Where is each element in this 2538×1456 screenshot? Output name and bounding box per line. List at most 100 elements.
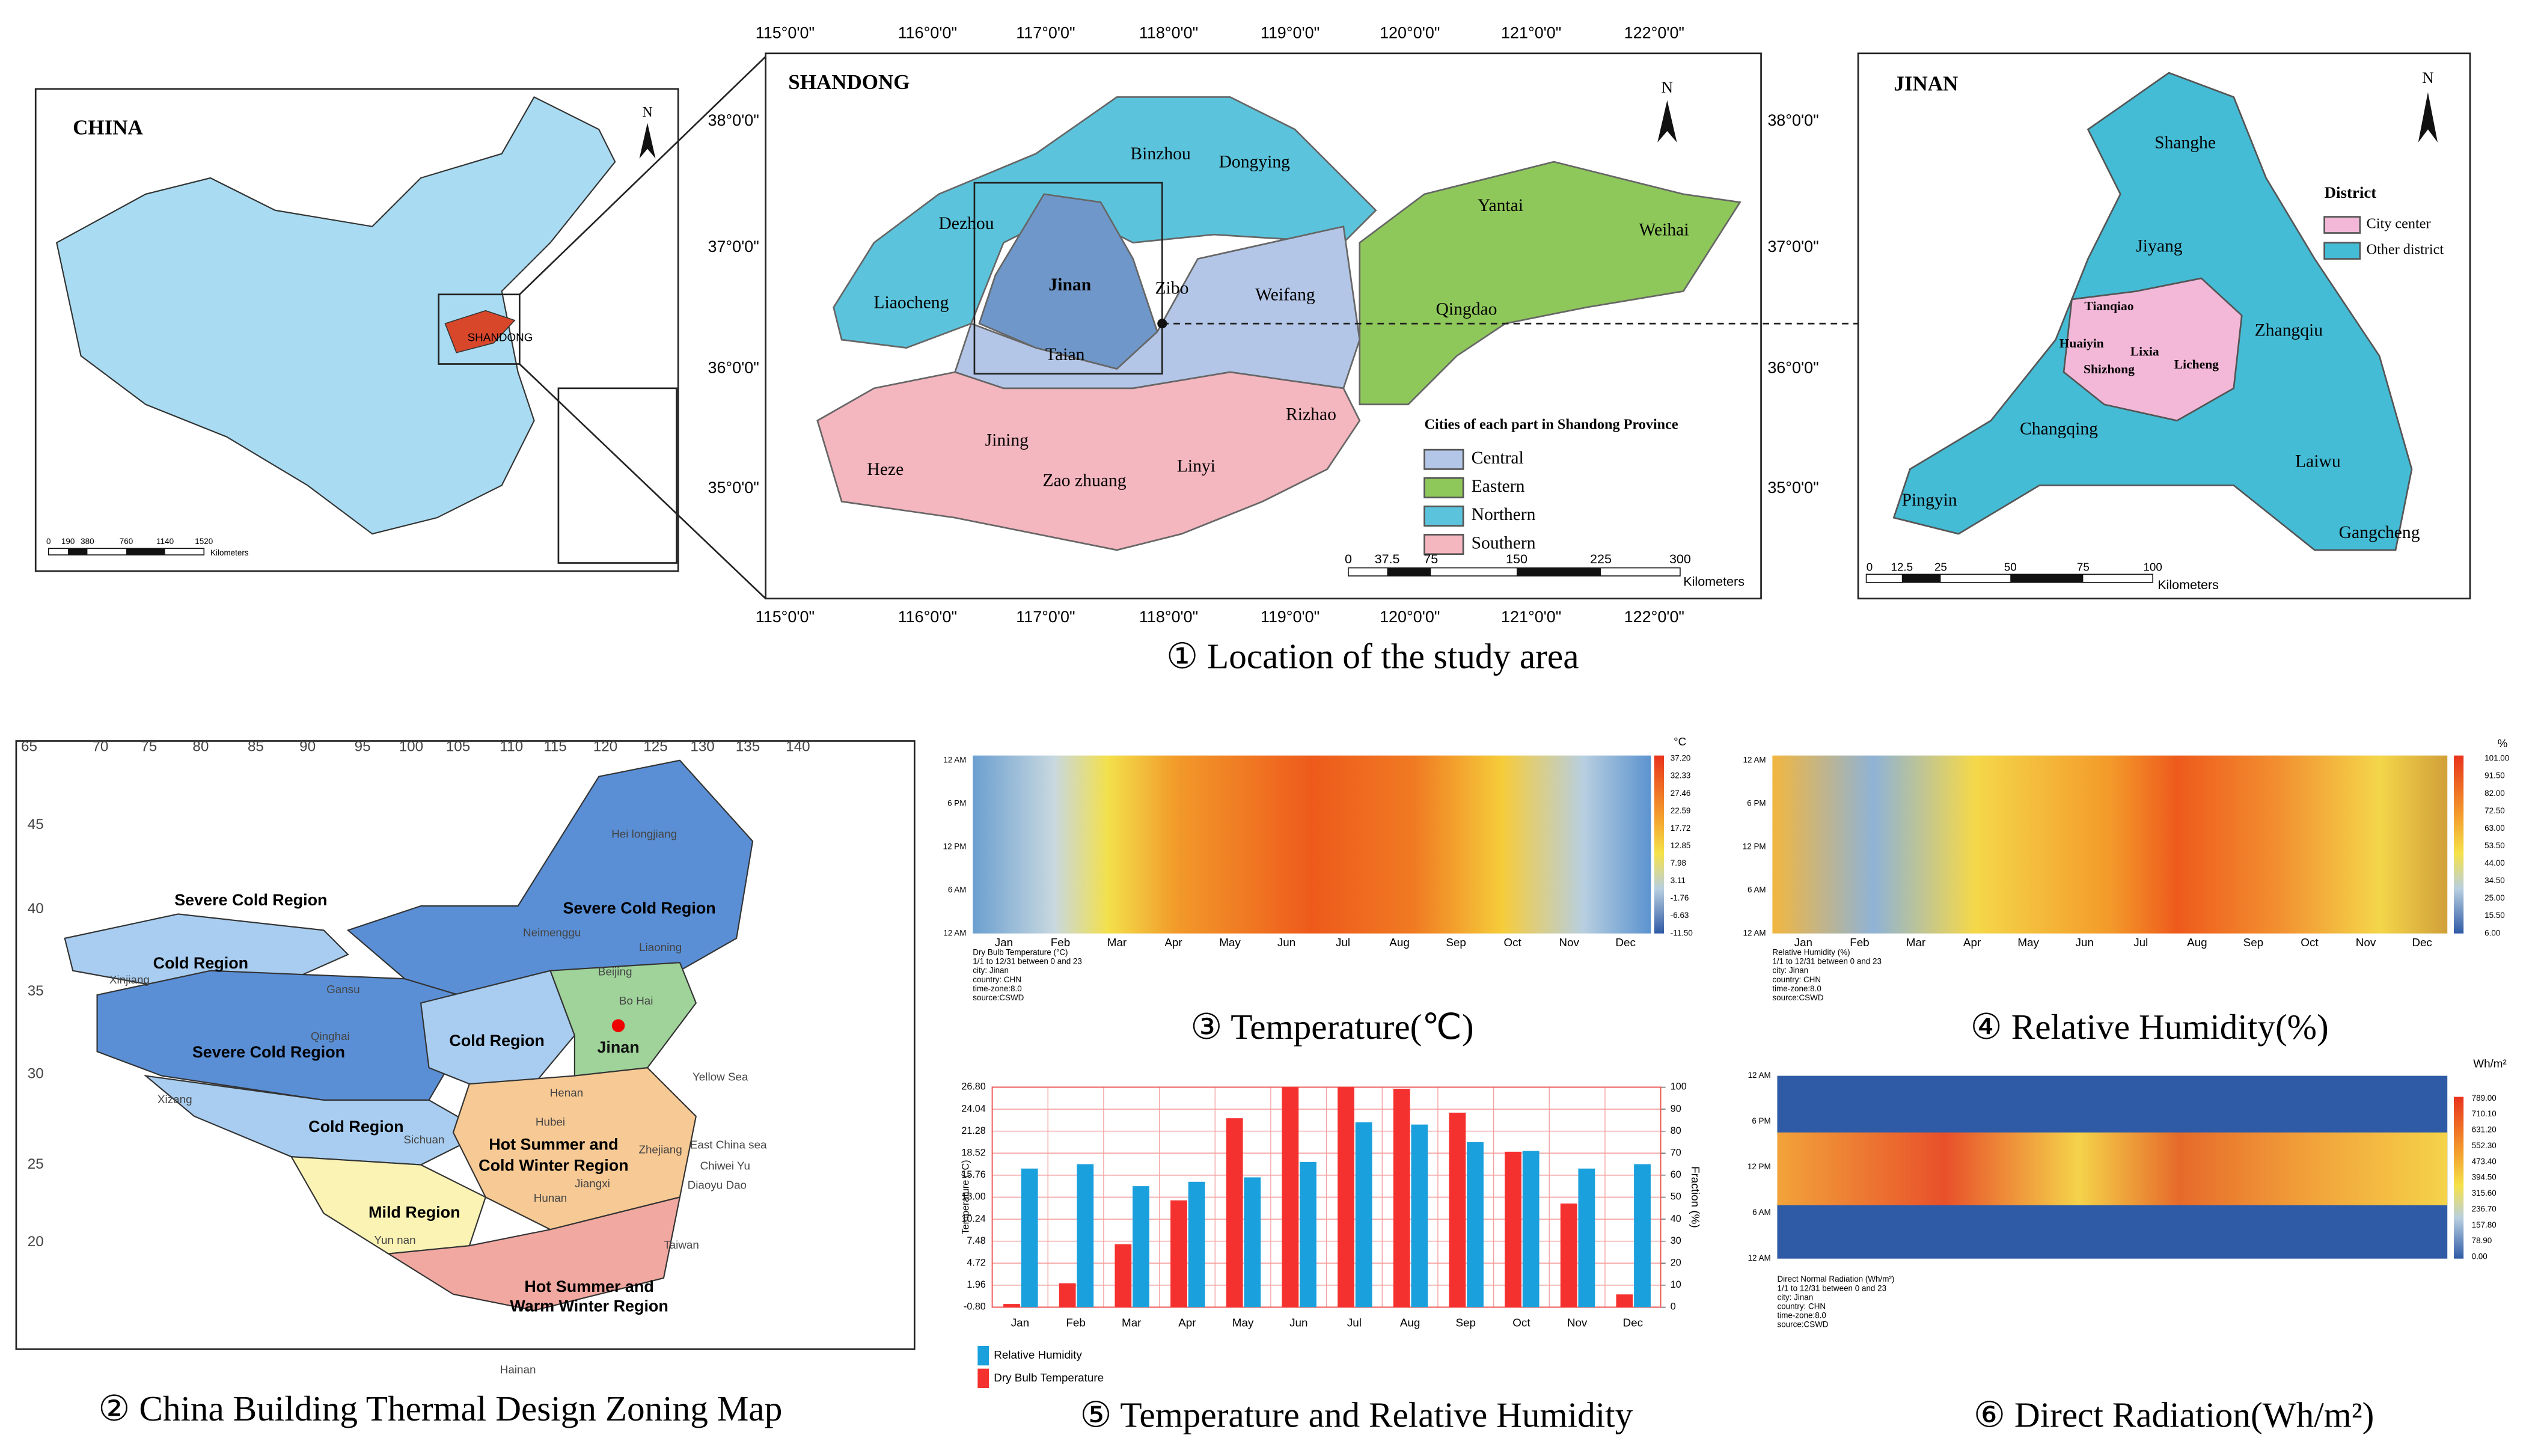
x-tick-label: Jul — [1336, 936, 1350, 949]
lat-label: 25 — [28, 1156, 44, 1172]
leader — [519, 56, 766, 295]
radiation-band — [1777, 1132, 2448, 1205]
note: country: CHN — [973, 975, 1021, 984]
colorbar-tick: 789.00 — [2472, 1094, 2497, 1103]
y-tick-label: 12 AM — [943, 928, 966, 937]
scale-tick: 25 — [1934, 561, 1947, 574]
y-tick-label: 4.72 — [967, 1257, 985, 1268]
note: city: Jinan — [1772, 966, 1808, 975]
shandong-shape — [444, 310, 516, 353]
lat-label: 35 — [28, 983, 44, 999]
legend-label: Southern — [1472, 533, 1536, 552]
lon-label: 130 — [690, 739, 714, 755]
colorbar-tick: 15.50 — [2484, 911, 2505, 920]
colorbar-unit: Wh/m² — [2473, 1057, 2506, 1070]
lon-label: 105 — [446, 739, 470, 755]
bar — [1170, 1200, 1187, 1308]
scale-tick: 37.5 — [1375, 552, 1400, 566]
x-tick-label: Dec — [1623, 1316, 1643, 1329]
y2-tick-label: 100 — [1671, 1081, 1687, 1092]
colorbar-tick: -6.63 — [1671, 911, 1689, 920]
lat-label: 38°0'0" — [1767, 111, 1818, 129]
place-label: Henan — [550, 1086, 583, 1099]
place-label: Gansu — [326, 983, 359, 996]
y2-tick-label: 90 — [1671, 1103, 1681, 1114]
legend-swatch — [1423, 448, 1464, 470]
city-label: Weifang — [1255, 285, 1315, 304]
lat-label: 45 — [28, 816, 44, 833]
lon-label: 116°0'0" — [898, 24, 957, 42]
region-label: Severe Cold Region — [174, 891, 327, 909]
note: source:CSWD — [1772, 993, 1823, 1002]
colorbar-tick: 12.85 — [1671, 841, 1691, 850]
note: time-zone:8.0 — [1777, 1311, 1826, 1320]
lon-label: 75 — [141, 739, 157, 755]
y-tick-label: 6 PM — [947, 798, 966, 807]
legend-title: Cities of each part in Shandong Province — [1424, 416, 1678, 432]
district-label: Gangcheng — [2339, 523, 2420, 542]
inset-box — [438, 293, 521, 365]
y-tick-label: 12 PM — [1748, 1162, 1771, 1171]
x-tick-label: Jul — [2133, 936, 2148, 949]
place-label: Hubei — [536, 1116, 565, 1128]
place-label: Jinan — [597, 1038, 639, 1056]
zone — [386, 1196, 681, 1311]
y-tick-label: 6 AM — [948, 885, 967, 894]
lon-label: 120°0'0" — [1380, 24, 1440, 42]
colorbar-tick: 72.50 — [2484, 806, 2505, 815]
colorbar-tick: 6.00 — [2484, 928, 2500, 937]
region-label: Severe Cold Region — [192, 1043, 345, 1061]
zones — [64, 759, 754, 1311]
y-tick-label: -0.80 — [964, 1302, 986, 1312]
bar — [1355, 1122, 1372, 1308]
y-tick-label: 6 AM — [1752, 1208, 1771, 1217]
legend-swatch — [2323, 242, 2361, 260]
china-shape — [56, 96, 616, 535]
title: SHANDONG — [788, 70, 910, 94]
eastern-region — [1359, 161, 1741, 406]
lon-label: 121°0'0" — [1501, 24, 1561, 42]
temperature-heatmap — [973, 755, 1651, 934]
bar — [1003, 1304, 1020, 1308]
south-sea-box — [557, 387, 677, 564]
region-label: Hot Summer and — [524, 1277, 653, 1295]
lon-label: 121°0'0" — [1501, 608, 1561, 626]
note: Direct Normal Radiation (Wh/m²) — [1777, 1274, 1894, 1283]
scale-tick: 380 — [81, 537, 94, 546]
place-label: Sichuan — [403, 1133, 444, 1146]
y2-tick-label: 80 — [1671, 1125, 1681, 1136]
y2-tick-label: 70 — [1671, 1147, 1681, 1158]
place-label: Bo Hai — [619, 994, 653, 1007]
y2-tick-label: 50 — [1671, 1191, 1681, 1202]
label: SHANDONG — [468, 331, 533, 343]
place-label: Hei longjiang — [611, 828, 677, 840]
district-label: Zhangqiu — [2255, 320, 2323, 340]
southern-region — [816, 371, 1361, 551]
bar — [1188, 1181, 1205, 1308]
lon-label: 110 — [500, 739, 524, 755]
jinan-region — [978, 193, 1158, 370]
colorbar-tick: 78.90 — [2472, 1236, 2492, 1245]
lon-label: 120 — [593, 739, 617, 755]
x-tick-label: May — [2017, 936, 2039, 949]
colorbar — [1654, 755, 1664, 934]
scale-unit: Kilometers — [1683, 574, 1744, 589]
y-tick-label: 6 AM — [1748, 885, 1766, 894]
lon-label: 118°0'0" — [1139, 24, 1198, 42]
colorbar-tick: 0.00 — [2472, 1252, 2488, 1261]
scale-bar — [1387, 567, 1431, 577]
x-tick-label: Feb — [1066, 1316, 1085, 1329]
place-label: East China sea — [690, 1138, 767, 1151]
place-label: Hainan — [500, 1363, 536, 1375]
caption: ⑥ Direct Radiation(Wh/m²) — [1974, 1395, 2374, 1435]
bar — [1449, 1112, 1466, 1308]
scale-tick: 75 — [2077, 561, 2090, 574]
x-tick-label: Mar — [1107, 936, 1127, 949]
region-label: Cold Region — [308, 1118, 403, 1136]
bar — [1282, 1087, 1299, 1308]
colorbar-tick: 63.00 — [2484, 824, 2505, 833]
colorbar-tick: 157.80 — [2472, 1220, 2497, 1229]
place-label: Taiwan — [664, 1238, 699, 1251]
lon-label: 95 — [355, 739, 371, 755]
colorbar-tick: 82.00 — [2484, 789, 2505, 798]
